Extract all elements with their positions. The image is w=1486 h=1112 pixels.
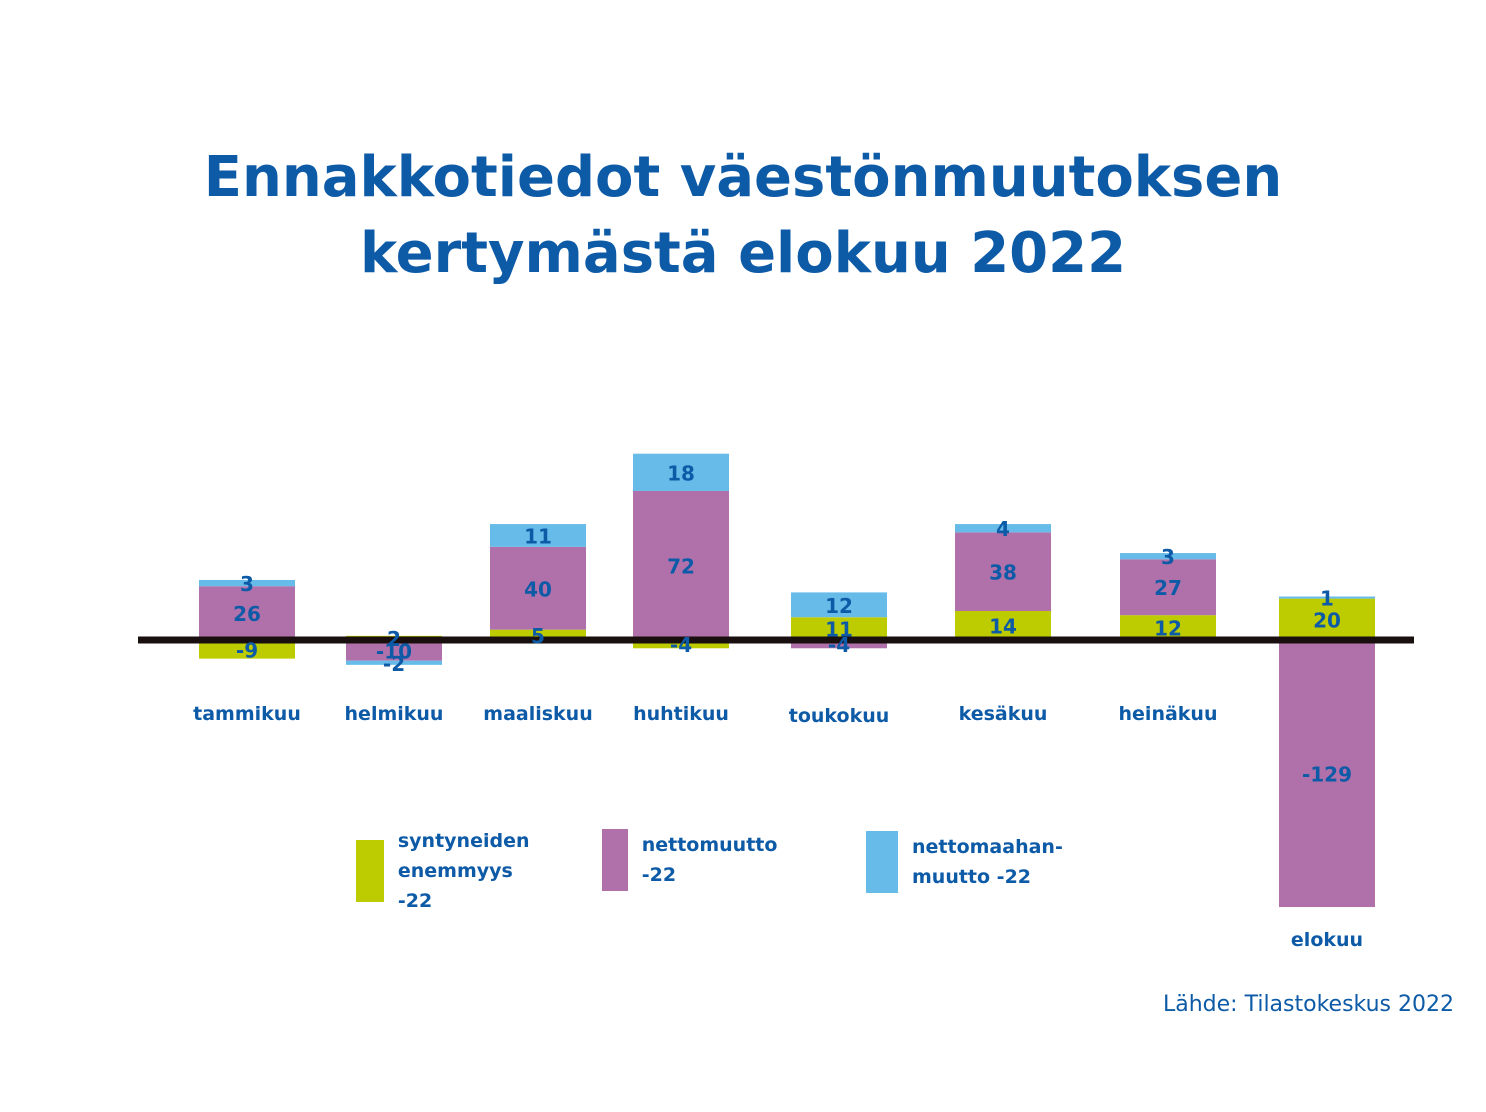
x-tick-label-kesäkuu: kesäkuu xyxy=(959,703,1048,725)
data-label-syntyneiden-maaliskuu: 5 xyxy=(531,624,545,648)
legend-item-syntyneiden: syntyneiden enemmyys -22 xyxy=(356,826,534,916)
data-label-nettomuutto-kesäkuu: 38 xyxy=(989,561,1017,585)
bar-nettomuutto-kesäkuu xyxy=(955,532,1051,612)
data-label-syntyneiden-heinäkuu: 12 xyxy=(1154,617,1182,641)
bar-syntyneiden-tammikuu xyxy=(199,640,295,659)
x-tick-label-helmikuu: helmikuu xyxy=(345,703,444,725)
x-tick-label-toukokuu: toukokuu xyxy=(789,705,890,727)
data-label-syntyneiden-elokuu: 20 xyxy=(1313,608,1341,632)
x-tick-label-huhtikuu: huhtikuu xyxy=(633,703,729,725)
source-note: Lähde: Tilastokeskus 2022 xyxy=(1162,992,1454,1017)
data-label-nettomaahanmuutto-kesäkuu: 4 xyxy=(996,517,1010,541)
data-label-nettomaahanmuutto-elokuu: 1 xyxy=(1320,587,1334,611)
data-labels-group: -92632-10-254011-4721811-412143841227320… xyxy=(233,461,1352,786)
data-label-syntyneiden-tammikuu: -9 xyxy=(236,638,258,662)
bar-nettomuutto-huhtikuu xyxy=(633,490,729,640)
bar-nettomuutto-heinäkuu xyxy=(1120,559,1216,616)
bar-nettomaahanmuutto-heinäkuu xyxy=(1120,553,1216,560)
bar-nettomaahanmuutto-elokuu xyxy=(1279,596,1375,599)
legend-label-syntyneiden: syntyneiden enemmyys -22 xyxy=(397,830,530,912)
bar-nettomuutto-toukokuu xyxy=(791,640,887,649)
bar-syntyneiden-elokuu xyxy=(1279,598,1375,640)
chart-title: Ennakkotiedot väestönmuutoksen kertymäst… xyxy=(0,140,1486,292)
legend-swatch-syntyneiden xyxy=(356,840,384,902)
data-label-nettomuutto-toukokuu: -4 xyxy=(828,633,850,657)
data-label-nettomuutto-tammikuu: 26 xyxy=(233,602,261,626)
x-tick-label-tammikuu: tammikuu xyxy=(193,703,301,725)
data-label-nettomaahanmuutto-toukokuu: 12 xyxy=(825,594,853,618)
legend-item-nettomaahanmuutto: nettomaahan- muutto -22 xyxy=(866,831,1063,893)
legend-swatch-nettomaahanmuutto xyxy=(866,831,898,893)
x-tick-label-elokuu: elokuu xyxy=(1291,929,1363,951)
data-label-nettomaahanmuutto-heinäkuu: 3 xyxy=(1161,545,1175,569)
data-label-nettomuutto-helmikuu: -10 xyxy=(376,639,412,663)
bar-syntyneiden-maaliskuu xyxy=(490,629,586,640)
bar-nettomaahanmuutto-helmikuu xyxy=(346,660,442,665)
bar-nettomaahanmuutto-huhtikuu xyxy=(633,453,729,491)
bar-syntyneiden-heinäkuu xyxy=(1120,615,1216,640)
bar-nettomaahanmuutto-tammikuu xyxy=(199,579,295,587)
bar-nettomuutto-elokuu xyxy=(1279,640,1375,908)
data-label-nettomuutto-huhtikuu: 72 xyxy=(667,554,695,578)
data-label-syntyneiden-kesäkuu: 14 xyxy=(989,615,1017,639)
data-label-nettomuutto-maaliskuu: 40 xyxy=(524,577,552,601)
legend-label-nettomuutto: nettomuutto -22 xyxy=(641,834,778,886)
chart-title-line-1: Ennakkotiedot väestönmuutoksen xyxy=(203,145,1283,210)
bar-nettomaahanmuutto-maaliskuu xyxy=(490,524,586,547)
bar-syntyneiden-toukokuu xyxy=(791,617,887,640)
legend-label-nettomaahanmuutto: nettomaahan- muutto -22 xyxy=(912,836,1063,888)
bar-syntyneiden-kesäkuu xyxy=(955,611,1051,640)
legend-item-nettomuutto: nettomuutto -22 xyxy=(602,829,784,891)
x-tick-label-maaliskuu: maaliskuu xyxy=(483,703,592,725)
data-label-nettomaahanmuutto-tammikuu: 3 xyxy=(240,572,254,596)
data-label-syntyneiden-huhtikuu: -4 xyxy=(670,633,692,657)
legend-swatch-nettomuutto xyxy=(602,829,628,891)
bar-syntyneiden-huhtikuu xyxy=(633,640,729,649)
chart-title-line-2: kertymästä elokuu 2022 xyxy=(359,221,1127,286)
data-label-nettomuutto-elokuu: -129 xyxy=(1302,763,1352,787)
bar-nettomuutto-tammikuu xyxy=(199,586,295,640)
data-label-syntyneiden-helmikuu: 2 xyxy=(387,627,401,651)
bar-nettomuutto-helmikuu xyxy=(346,640,442,661)
bar-nettomaahanmuutto-toukokuu xyxy=(791,592,887,618)
x-tick-label-heinäkuu: heinäkuu xyxy=(1119,703,1218,725)
data-label-syntyneiden-toukokuu: 11 xyxy=(825,618,853,642)
data-label-nettomaahanmuutto-helmikuu: -2 xyxy=(383,652,405,676)
bar-nettomaahanmuutto-kesäkuu xyxy=(955,524,1051,533)
data-label-nettomuutto-heinäkuu: 27 xyxy=(1154,576,1182,600)
bar-nettomuutto-maaliskuu xyxy=(490,546,586,630)
data-label-nettomaahanmuutto-huhtikuu: 18 xyxy=(667,461,695,485)
data-label-nettomaahanmuutto-maaliskuu: 11 xyxy=(524,524,552,548)
